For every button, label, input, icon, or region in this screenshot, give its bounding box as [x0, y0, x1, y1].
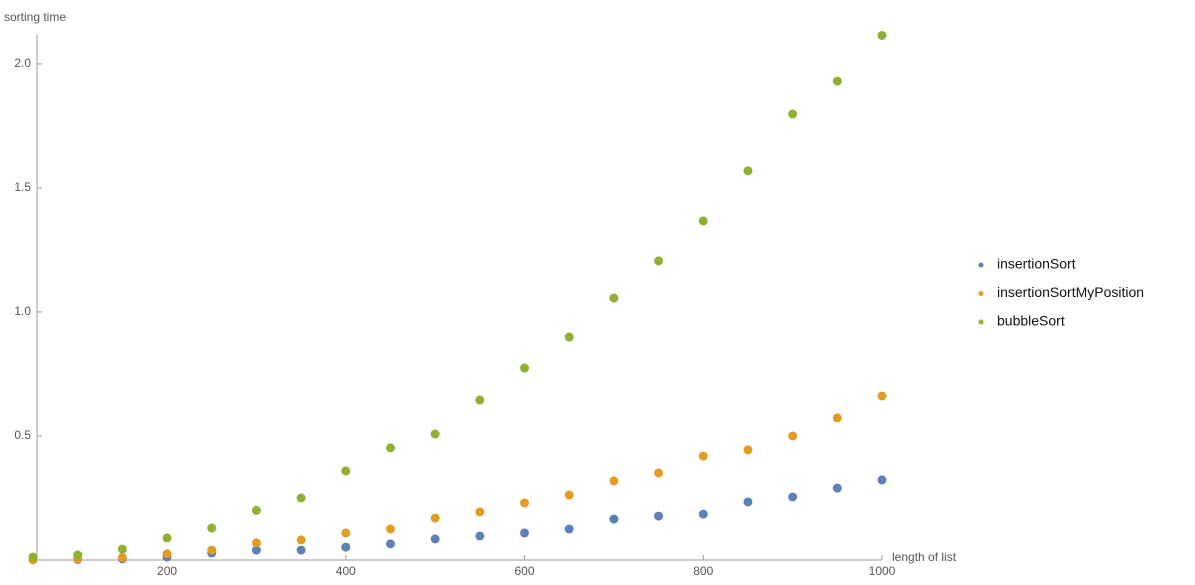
x-tick-label: 800 — [693, 564, 713, 578]
data-point — [832, 413, 842, 423]
data-point — [73, 550, 83, 560]
legend-label: insertionSort — [997, 256, 1076, 272]
data-point — [654, 468, 664, 478]
data-point — [475, 507, 485, 517]
data-point — [162, 533, 172, 543]
data-point — [832, 76, 842, 86]
data-point — [475, 531, 485, 541]
legend-label: bubbleSort — [997, 313, 1065, 329]
legend-label: insertionSortMyPosition — [997, 284, 1144, 300]
data-point — [698, 216, 708, 226]
data-point — [788, 431, 798, 441]
data-point — [341, 466, 351, 476]
data-point — [609, 293, 619, 303]
data-point — [28, 552, 38, 562]
data-point — [296, 493, 306, 503]
data-point — [430, 513, 440, 523]
data-point — [743, 166, 753, 176]
data-point — [609, 476, 619, 486]
data-point — [520, 498, 530, 508]
data-point — [654, 511, 664, 521]
data-point — [430, 534, 440, 544]
data-point — [251, 538, 261, 548]
legend-marker — [978, 319, 984, 325]
data-point — [520, 528, 530, 538]
data-point — [564, 524, 574, 534]
legend-marker — [978, 291, 984, 296]
data-point — [654, 256, 664, 266]
data-point — [162, 549, 172, 559]
y-tick-label: 1.0 — [14, 304, 31, 318]
data-point — [743, 497, 753, 507]
y-tick-label: 2.0 — [14, 56, 31, 70]
data-point — [877, 475, 887, 485]
y-axis-label: sorting time — [4, 10, 66, 24]
data-point — [564, 490, 574, 500]
data-point — [430, 429, 440, 439]
data-point — [698, 451, 708, 461]
data-point — [207, 523, 217, 533]
data-point — [251, 505, 261, 515]
data-point — [296, 535, 306, 545]
data-point — [743, 445, 753, 455]
x-tick-label: 200 — [157, 564, 177, 578]
data-point — [296, 545, 306, 555]
data-point — [788, 109, 798, 119]
data-point — [385, 524, 395, 534]
data-point — [117, 544, 127, 554]
data-point — [564, 332, 574, 342]
data-point — [520, 363, 530, 373]
data-point — [788, 492, 798, 502]
x-tick-label: 400 — [336, 564, 356, 578]
y-tick-label: 1.5 — [14, 180, 31, 194]
data-point — [385, 539, 395, 549]
data-point — [698, 509, 708, 519]
data-point — [385, 443, 395, 453]
data-point — [609, 514, 619, 524]
data-point — [832, 483, 842, 493]
x-tick-label: 1000 — [869, 564, 896, 578]
data-point — [877, 391, 887, 401]
data-point — [341, 542, 351, 552]
x-tick-label: 600 — [515, 564, 535, 578]
data-point — [475, 395, 485, 405]
y-tick-label: 0.5 — [14, 428, 31, 442]
data-point — [341, 528, 351, 538]
data-point — [207, 545, 217, 555]
legend-marker — [978, 262, 984, 268]
data-point — [117, 553, 127, 563]
x-axis-label: length of list — [892, 550, 957, 564]
data-point — [251, 545, 261, 555]
data-point — [877, 30, 887, 40]
